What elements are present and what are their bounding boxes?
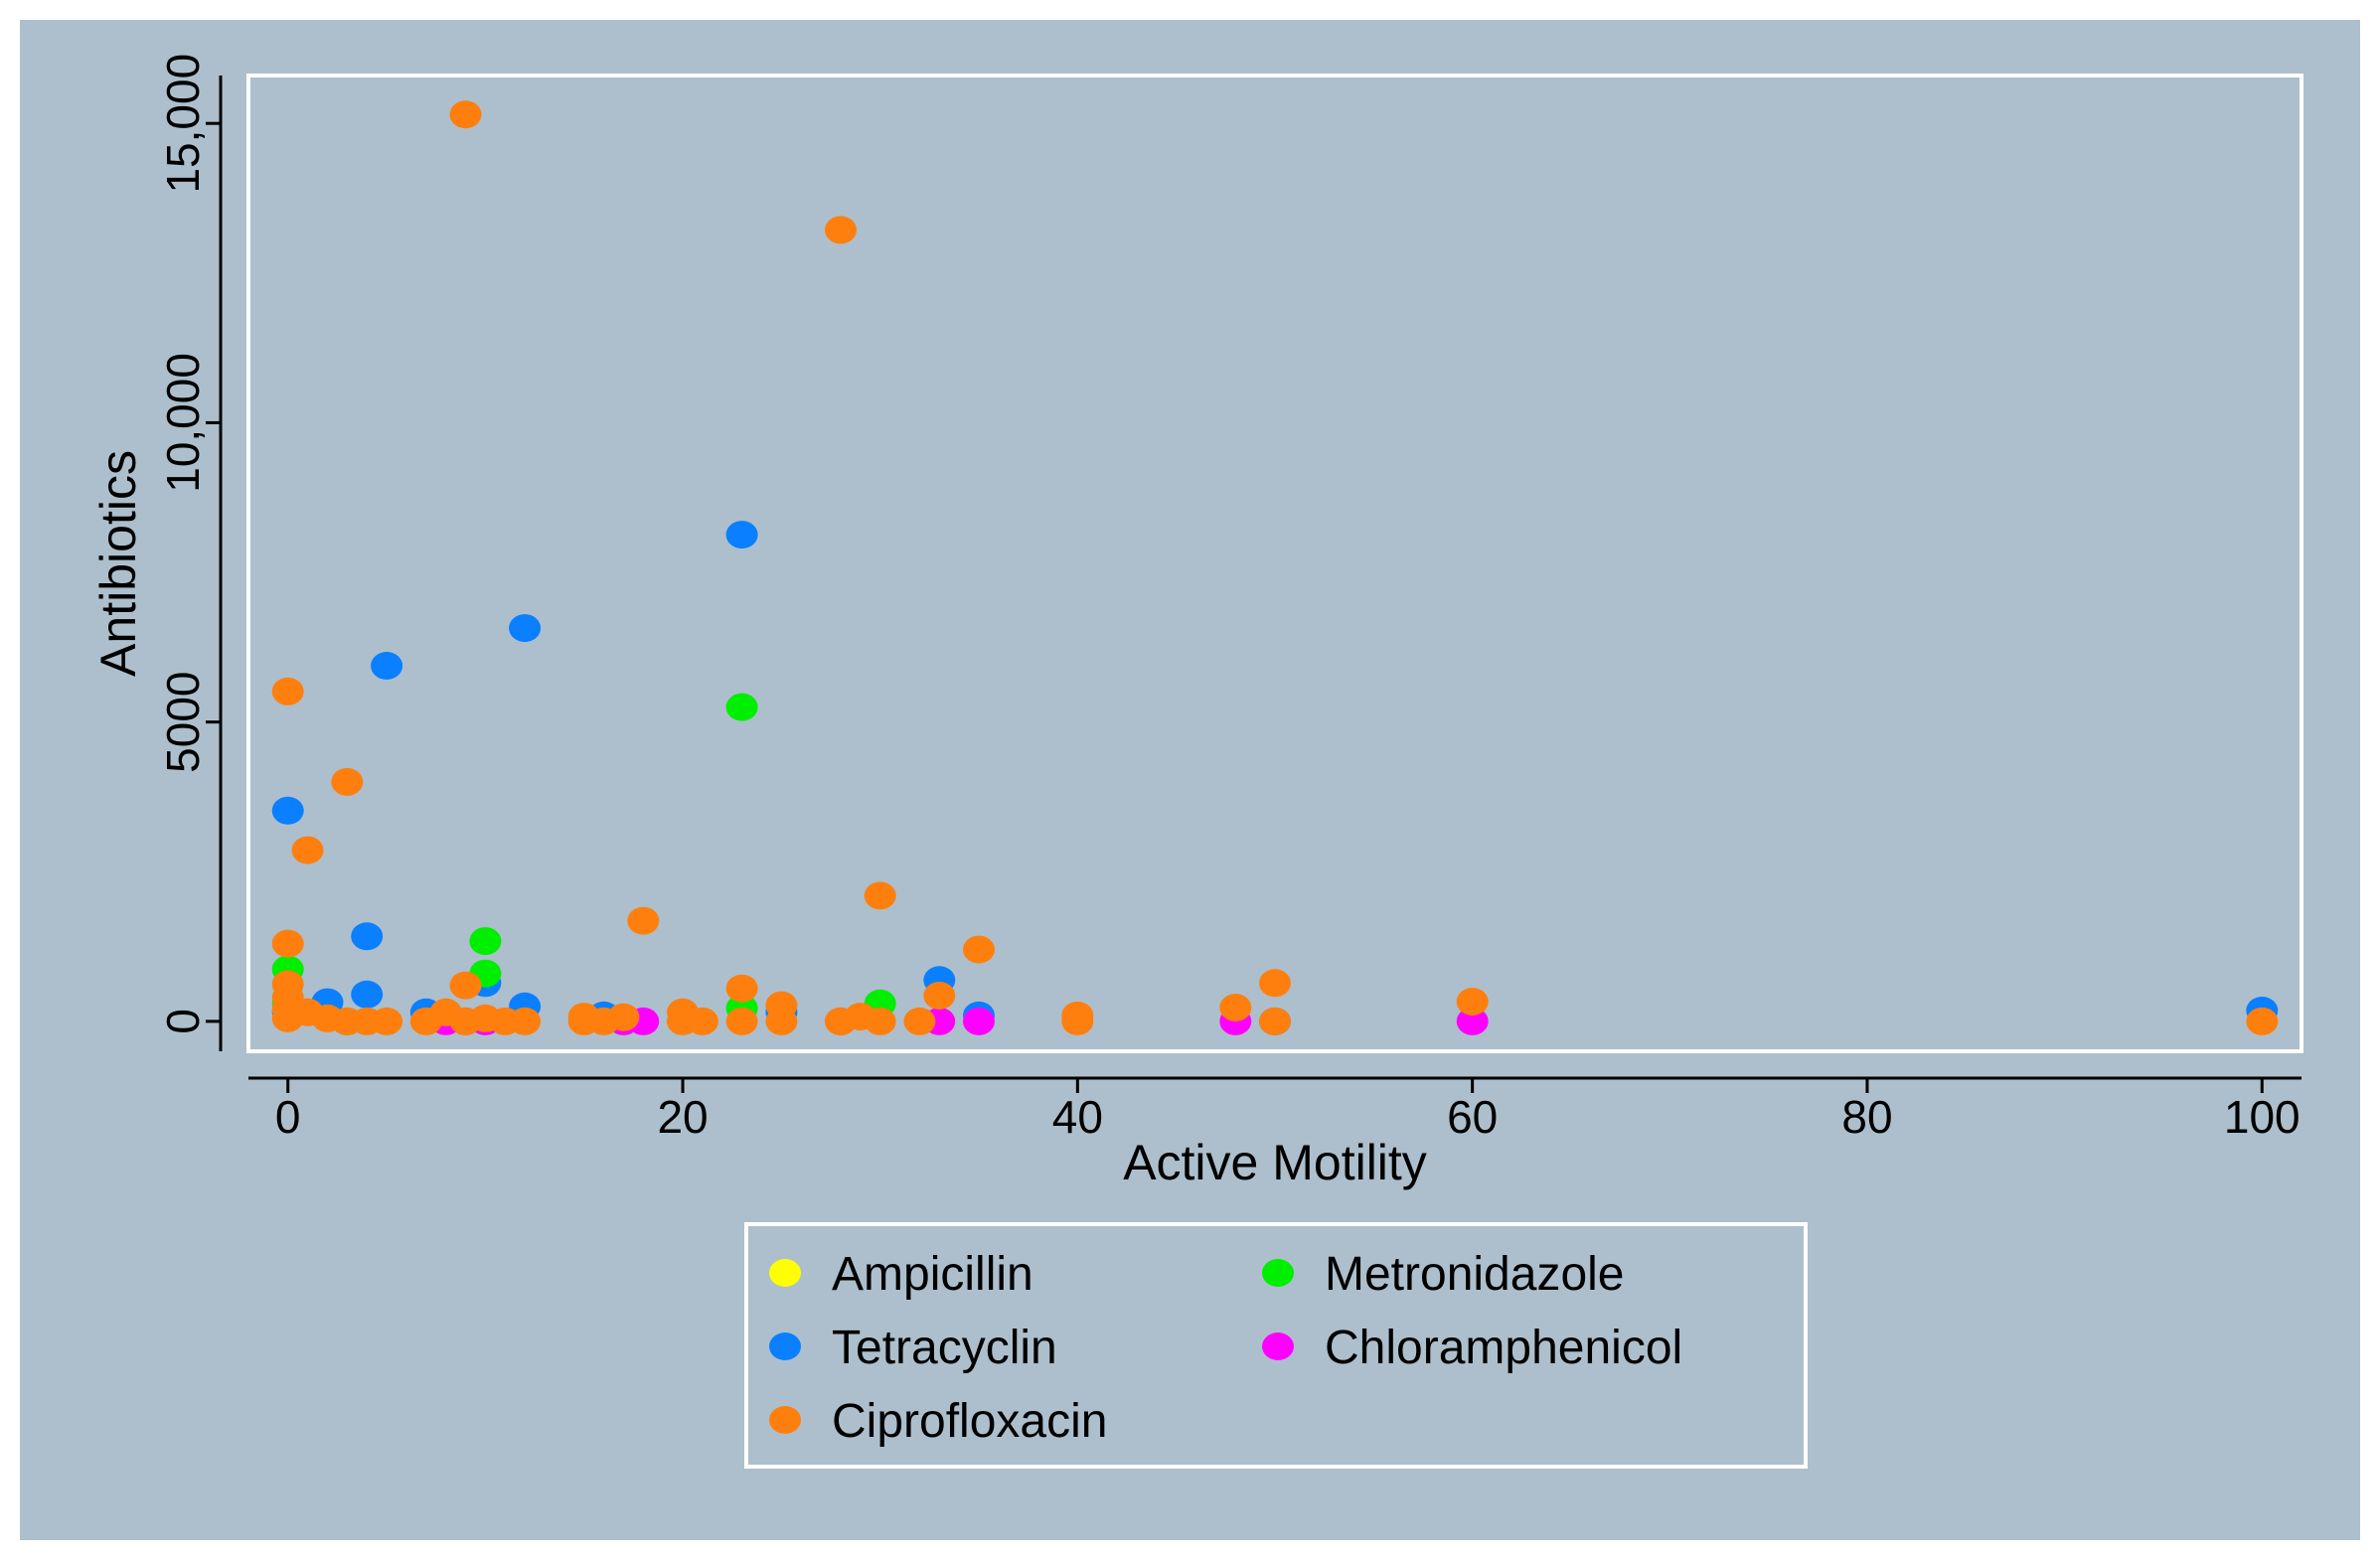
legend: Ampicillin Metronidazole Tetracyclin Chlora…: [769, 1248, 1682, 1448]
point-tetracyclin: [351, 922, 384, 951]
point-ciprofloxacin: [371, 1007, 403, 1035]
point-ciprofloxacin: [1219, 994, 1252, 1021]
point-ciprofloxacin: [331, 767, 364, 796]
legend-label-ciprofloxacin: Ciprofloxacin: [832, 1395, 1107, 1448]
point-metronidazole: [469, 927, 502, 956]
x-tick-label: 80: [1841, 1091, 1892, 1143]
y-tick-label: 10,000: [157, 353, 209, 493]
y-axis-label: Antibiotics: [90, 450, 146, 677]
x-tick-label: 60: [1447, 1091, 1498, 1143]
point-ciprofloxacin: [1456, 988, 1489, 1016]
x-tick-label: 0: [275, 1091, 301, 1143]
point-ciprofloxacin: [903, 1007, 936, 1035]
point-tetracyclin: [371, 652, 403, 680]
point-ciprofloxacin: [864, 881, 896, 910]
legend-label-tetracyclin: Tetracyclin: [832, 1322, 1057, 1374]
x-tick-label: 40: [1052, 1091, 1103, 1143]
legend-marker-tetracyclin: [769, 1332, 801, 1360]
point-ciprofloxacin: [864, 1007, 896, 1035]
point-ciprofloxacin: [765, 1007, 798, 1035]
x-axis-label: Active Motility: [1123, 1135, 1427, 1190]
data-points: [271, 100, 2279, 1035]
point-tetracyclin: [725, 521, 758, 549]
point-ciprofloxacin: [923, 982, 956, 1010]
point-ciprofloxacin: [271, 929, 304, 958]
legend-marker-chloramphenicol: [1262, 1332, 1294, 1360]
point-ciprofloxacin: [2246, 1007, 2279, 1035]
legend-marker-ampicillin: [769, 1259, 801, 1287]
legend-label-ampicillin: Ampicillin: [832, 1248, 1033, 1301]
x-axis-ticks: 0 20 40 60 80 100: [275, 1078, 2301, 1143]
point-metronidazole: [725, 693, 758, 721]
point-ciprofloxacin: [686, 1007, 718, 1035]
legend-label-metronidazole: Metronidazole: [1325, 1248, 1625, 1301]
point-ciprofloxacin: [627, 906, 660, 935]
point-ciprofloxacin: [449, 100, 482, 129]
point-ciprofloxacin: [825, 216, 857, 244]
point-ciprofloxacin: [725, 974, 758, 1003]
legend-marker-metronidazole: [1262, 1259, 1294, 1287]
point-ciprofloxacin: [1259, 1007, 1291, 1035]
point-ciprofloxacin: [963, 935, 995, 964]
point-ciprofloxacin: [449, 971, 482, 1000]
point-tetracyclin: [351, 980, 384, 1009]
plot-area-border: [246, 74, 2303, 1053]
point-ciprofloxacin: [291, 836, 324, 864]
point-tetracyclin: [509, 614, 542, 643]
point-chloramphenicol: [1456, 1007, 1489, 1035]
point-tetracyclin: [271, 796, 304, 825]
y-axis-ticks: 0 5000 10,000 15,000: [157, 54, 221, 1034]
point-ciprofloxacin: [1259, 969, 1291, 998]
x-tick-label: 20: [657, 1091, 708, 1143]
y-tick-label: 0: [157, 1009, 209, 1034]
point-ciprofloxacin: [725, 1007, 758, 1035]
y-tick-label: 15,000: [157, 54, 209, 194]
legend-label-chloramphenicol: Chloramphenicol: [1325, 1322, 1682, 1374]
legend-marker-ciprofloxacin: [769, 1406, 801, 1434]
point-ciprofloxacin: [271, 677, 304, 705]
x-tick-label: 100: [2224, 1091, 2301, 1143]
point-chloramphenicol: [963, 1007, 995, 1035]
point-ciprofloxacin: [607, 1003, 640, 1031]
point-ciprofloxacin: [1061, 1007, 1094, 1035]
y-tick-label: 5000: [157, 671, 209, 772]
point-ciprofloxacin: [509, 1007, 542, 1035]
